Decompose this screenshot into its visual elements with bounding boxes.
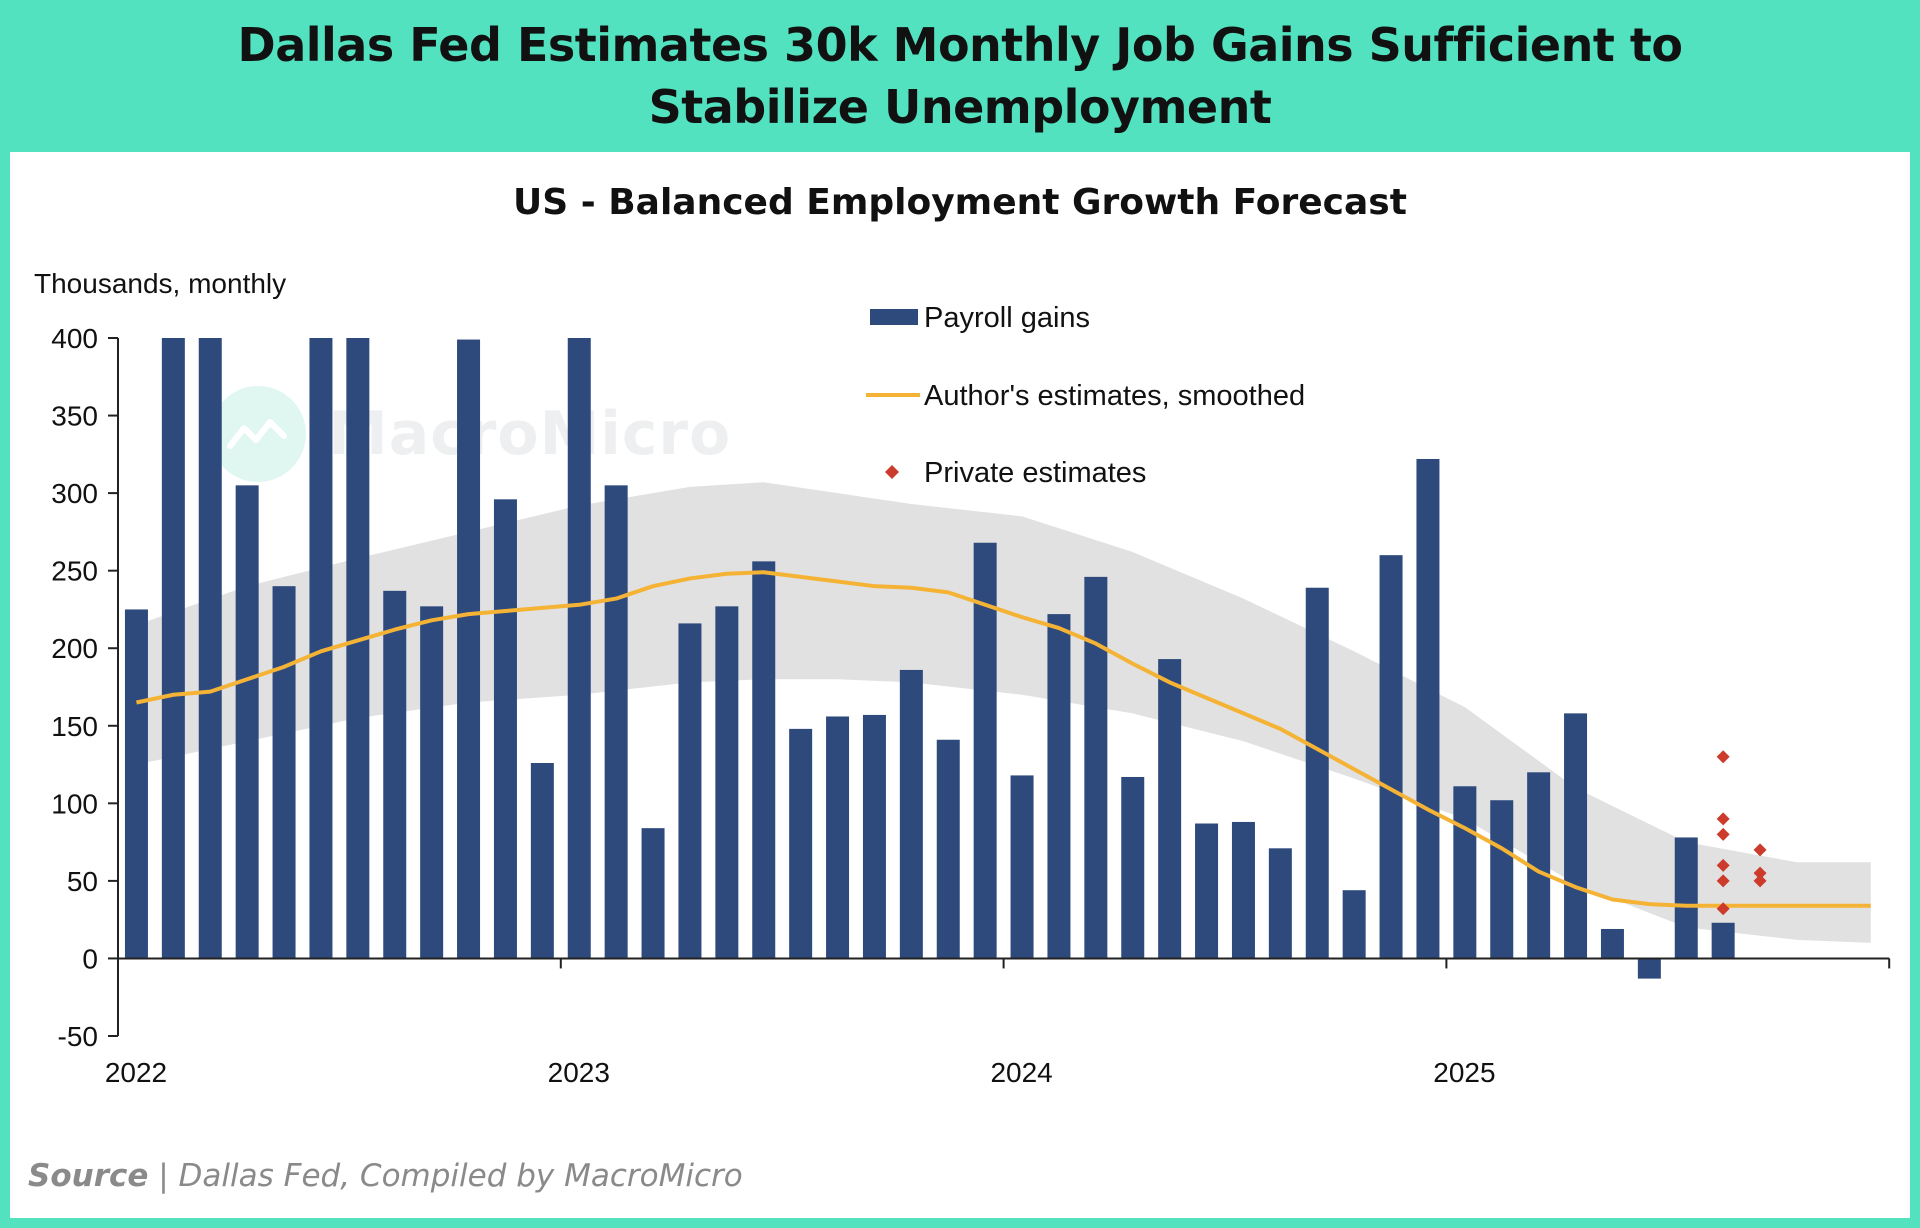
- bar-payroll-20: [862, 714, 886, 959]
- chart-title: US - Balanced Employment Growth Forecast: [513, 182, 1407, 223]
- line-author-estimates: [136, 570, 1871, 908]
- x-tick-label-2024: 2024: [990, 1057, 1052, 1088]
- bar-payroll-7: [383, 590, 407, 959]
- title-banner: Dallas Fed Estimates 30k Monthly Job Gai…: [0, 0, 1920, 152]
- private-estimate-point-6: [1753, 843, 1767, 857]
- private-estimate-point-5: [1716, 902, 1730, 916]
- bar-payroll-43: [1711, 922, 1735, 959]
- private-estimate-point-1: [1716, 812, 1730, 826]
- bar-payroll-38: [1527, 772, 1551, 959]
- bar-payroll-35: [1416, 458, 1440, 959]
- page-title: Dallas Fed Estimates 30k Monthly Job Gai…: [237, 18, 1683, 134]
- bar-payroll-42: [1674, 837, 1698, 959]
- bar-payroll-8: [420, 606, 444, 959]
- bar-payroll-25: [1047, 614, 1071, 959]
- private-estimate-point-4: [1716, 874, 1730, 888]
- bar-payroll-13: [604, 485, 628, 959]
- source-label: Source: [28, 1158, 149, 1194]
- legend-label-private: Private estimates: [924, 457, 1146, 489]
- bar-payroll-36: [1453, 786, 1477, 959]
- bar-payroll-10: [493, 499, 517, 959]
- bar-payroll-31: [1268, 848, 1292, 959]
- bar-payroll-26: [1084, 576, 1108, 959]
- private-estimate-point-8: [1753, 874, 1767, 888]
- private-estimate-point-7: [1753, 866, 1767, 880]
- private-estimate-point-0: [1716, 750, 1730, 764]
- y-tick-label--50: -50: [58, 1021, 98, 1052]
- y-tick-label-300: 300: [51, 478, 98, 509]
- y-tick-label-50: 50: [67, 866, 98, 897]
- bar-payroll-21: [899, 669, 923, 959]
- bar-payroll-37: [1490, 800, 1514, 959]
- bar-payroll-14: [641, 828, 665, 959]
- y-tick-label-100: 100: [51, 788, 98, 819]
- legend-swatch-private: [885, 465, 899, 479]
- bar-payroll-39: [1564, 713, 1588, 959]
- y-tick-label-350: 350: [51, 401, 98, 432]
- bar-payroll-27: [1121, 776, 1145, 959]
- source-note: Source | Dallas Fed, Compiled by MacroMi…: [28, 1158, 743, 1194]
- private-estimate-point-3: [1716, 858, 1730, 872]
- bar-payroll-12: [567, 338, 591, 959]
- bar-payroll-41: [1637, 958, 1661, 979]
- source-text: Dallas Fed, Compiled by MacroMicro: [178, 1158, 743, 1194]
- bar-payroll-9: [457, 339, 481, 959]
- y-axis-label: Thousands, monthly: [34, 268, 287, 299]
- bar-payroll-17: [752, 561, 776, 959]
- source-separator: |: [148, 1158, 179, 1194]
- private-estimate-point-2: [1716, 827, 1730, 841]
- bar-payroll-0: [124, 609, 148, 959]
- x-tick-label-2023: 2023: [548, 1057, 610, 1088]
- bar-payroll-5: [309, 338, 333, 959]
- bar-payroll-30: [1231, 821, 1255, 959]
- bar-payroll-33: [1342, 890, 1366, 959]
- bar-payroll-28: [1158, 659, 1182, 959]
- bar-payroll-1: [161, 338, 185, 959]
- legend-label-author: Author's estimates, smoothed: [924, 380, 1305, 412]
- y-tick-label-250: 250: [51, 556, 98, 587]
- bar-payroll-23: [973, 542, 997, 959]
- bar-payroll-29: [1195, 823, 1219, 959]
- bar-payroll-2: [198, 338, 222, 959]
- bar-payroll-6: [346, 338, 370, 959]
- legend-label-payroll: Payroll gains: [924, 302, 1090, 334]
- y-tick-label-0: 0: [82, 943, 98, 974]
- bar-payroll-3: [235, 485, 259, 959]
- x-tick-label-2022: 2022: [105, 1057, 167, 1088]
- bar-payroll-24: [1010, 775, 1034, 959]
- chart-panel: US - Balanced Employment Growth Forecast…: [10, 152, 1910, 1218]
- bar-payroll-4: [272, 586, 296, 959]
- y-tick-label-200: 200: [51, 633, 98, 664]
- bar-payroll-32: [1305, 587, 1329, 959]
- y-tick-label-400: 400: [51, 323, 98, 354]
- bar-payroll-34: [1379, 555, 1403, 959]
- x-tick-label-2025: 2025: [1433, 1057, 1495, 1088]
- bar-payroll-40: [1600, 928, 1624, 959]
- bar-payroll-11: [530, 763, 554, 959]
- y-tick-label-150: 150: [51, 711, 98, 742]
- legend-swatch-payroll: [870, 309, 918, 325]
- bar-payroll-18: [789, 728, 813, 959]
- bar-payroll-19: [826, 716, 850, 959]
- bar-payroll-22: [936, 739, 960, 959]
- bar-payroll-15: [678, 623, 702, 959]
- bar-payroll-16: [715, 606, 739, 959]
